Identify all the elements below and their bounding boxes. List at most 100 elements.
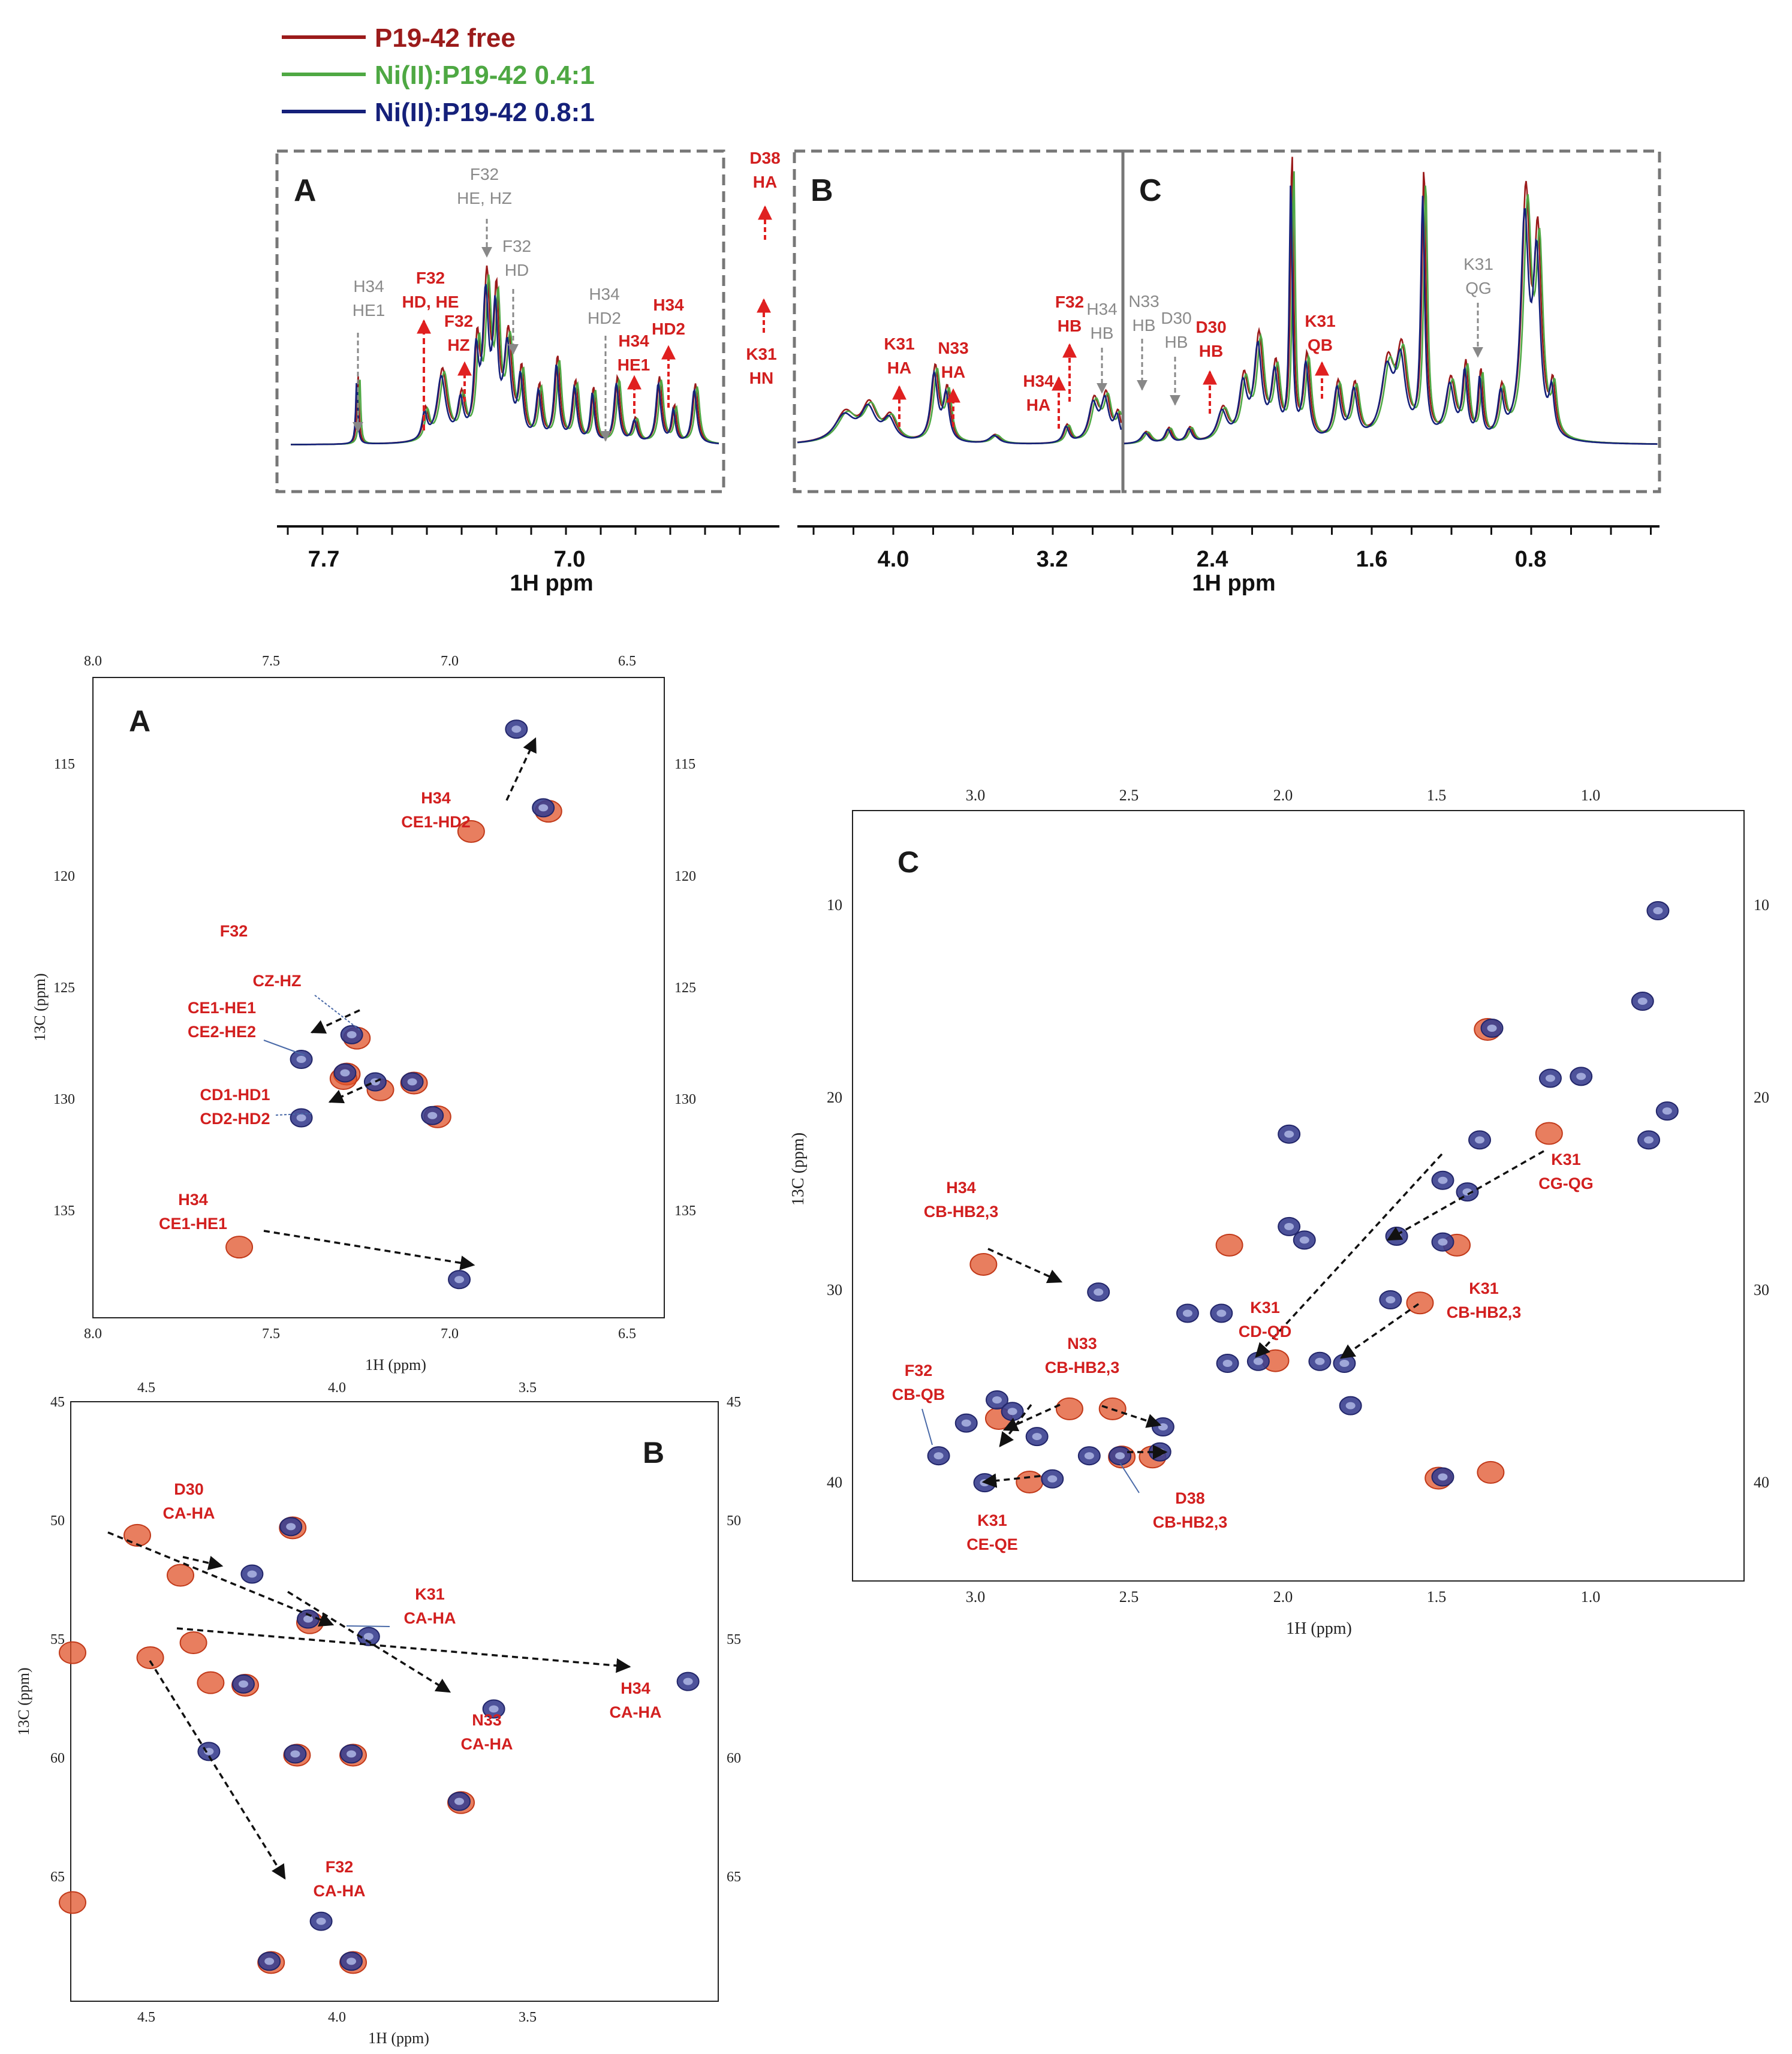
peak-bound-core: [1094, 1288, 1104, 1296]
peak-bound-core: [1084, 1452, 1094, 1460]
peak-free: [457, 820, 485, 843]
peak-bound-core: [1216, 1309, 1227, 1317]
y-tick-left: 130: [53, 1092, 75, 1107]
panel-a-arrows: [263, 737, 537, 1270]
shift-arrow: [1339, 1303, 1420, 1359]
annot-line1: H34: [353, 277, 384, 296]
label-line2: CB-HB2,3: [1153, 1513, 1228, 1531]
panel-a-label-ce: CE1-HE1 CE2-HE2: [188, 999, 256, 1041]
leader-line: [1119, 1462, 1140, 1493]
label-line2: CB-HB2,3: [1447, 1303, 1522, 1321]
label-line2: CA-HA: [163, 1504, 215, 1522]
panel-c-arrows: [921, 1150, 1544, 1493]
panel-b-peaks: [59, 1516, 700, 1974]
peak-bound-core: [992, 1396, 1002, 1404]
shift-arrow: [505, 737, 537, 801]
shift-arrow: [176, 1627, 631, 1673]
annot-line1: D30: [1195, 318, 1226, 336]
panel-a-label-h34-ce1-he1: H34 CE1-HE1: [159, 1191, 227, 1233]
peak-free: [167, 1564, 194, 1587]
annot-line1: F32: [416, 269, 445, 287]
annot-line2: HD: [505, 261, 529, 279]
legend-item-ni-0.4: Ni(II):P19-42 0.4:1: [282, 61, 595, 90]
peak-bound-core: [454, 1797, 464, 1805]
x-tick-label-0.8: 0.8: [1515, 547, 1547, 572]
panel-b-x-axis-label: 1H (ppm): [368, 2029, 429, 2047]
spectrum-trace-1: [1124, 171, 1658, 445]
peak-bound-core: [489, 1705, 499, 1713]
annot-line2: HA: [1026, 396, 1050, 414]
peak-bound-core: [1576, 1073, 1586, 1080]
x-tick-bottom: 1.5: [1427, 1588, 1447, 1606]
annot-line2: HE1: [353, 301, 385, 320]
peak-bound-core: [1299, 1236, 1309, 1244]
legend-item-free: P19-42 free: [282, 23, 516, 53]
panel-a-ticks: 8.0 7.5 7.0 6.5 8.0 7.5 7.0 6.5 115 120 …: [53, 653, 696, 1342]
peak-bound-core: [296, 1056, 306, 1064]
panel-a-x-axis-label: 1H (ppm): [365, 1356, 426, 1374]
shift-arrow: [287, 1591, 451, 1693]
label-line2: CE1-HD2: [401, 813, 471, 831]
label-line2: CE-QE: [966, 1535, 1018, 1553]
annot-h34-he1-red: H34 HE1: [618, 332, 650, 414]
y-tick-right: 40: [1754, 1474, 1769, 1491]
y-tick-left: 20: [827, 1089, 842, 1106]
panel-c-label-f32: F32 CB-QB: [892, 1362, 945, 1404]
label-line2: CA-HA: [610, 1703, 662, 1721]
spectrum-traces: [291, 156, 1658, 445]
y-tick-right: 60: [727, 1751, 741, 1766]
x-tick-top: 7.5: [262, 653, 280, 669]
x-tick-bottom: 3.0: [966, 1588, 986, 1606]
annot-line1: H34: [653, 296, 684, 314]
annot-line2: HA: [753, 173, 777, 191]
annot-line2: HD, HE: [402, 293, 459, 311]
peak-bound-core: [239, 1680, 248, 1688]
y-tick-left: 45: [50, 1395, 65, 1410]
peak-bound-core: [290, 1750, 300, 1758]
annot-h34-hd2-red: H34 HD2: [652, 296, 685, 408]
annot-line2: QG: [1465, 279, 1492, 297]
peak-bound-core: [1475, 1136, 1485, 1144]
peak-bound-core: [511, 725, 522, 733]
label-line1: N33: [472, 1711, 502, 1729]
region-b-letter: B: [811, 173, 833, 208]
panel-a-y-axis-label: 13C (ppm): [31, 973, 49, 1041]
peak-bound-core: [1438, 1473, 1448, 1481]
leader-line: [346, 1625, 390, 1627]
peak-bound-core: [407, 1078, 417, 1086]
leader-line: [263, 1040, 305, 1056]
x-tick-top: 2.5: [1119, 787, 1139, 804]
panel-a-frame: [92, 677, 665, 1318]
shift-arrow: [310, 1009, 360, 1034]
panel-b-label-d30: D30 CA-HA: [163, 1480, 215, 1522]
y-tick-left: 10: [827, 896, 842, 914]
label-line1: H34: [621, 1679, 650, 1697]
peak-bound-core: [1662, 1107, 1672, 1115]
annot-f32-hz-red: F32 HZ: [444, 312, 473, 402]
annot-line1: K31: [1463, 255, 1493, 273]
annot-line1: H34: [1086, 300, 1117, 318]
panel-a-peaks: [225, 719, 562, 1290]
peak-bound-core: [363, 1633, 374, 1640]
annot-h34-ha-red: H34 HA: [1023, 372, 1066, 429]
annot-k31-qg-grey: K31 QG: [1463, 255, 1493, 358]
annot-f32-hd-he-red: F32 HD, HE: [402, 269, 459, 430]
label-line2: CB-QB: [892, 1386, 945, 1404]
shift-arrow: [263, 1230, 475, 1270]
peak-bound-core: [1115, 1452, 1125, 1460]
label-line1: K31: [1469, 1279, 1499, 1297]
label-line1: K31: [977, 1511, 1007, 1529]
label-line2: CG-QG: [1538, 1174, 1594, 1192]
annot-line2: HB: [1091, 324, 1114, 342]
annot-line1: F32: [502, 237, 531, 255]
legend-label-ni-0.4: Ni(II):P19-42 0.4:1: [375, 61, 595, 90]
peak-bound-core: [1644, 1136, 1654, 1144]
x-tick-bottom: 4.0: [328, 2010, 346, 2025]
peak-free: [969, 1252, 998, 1276]
peak-free: [136, 1646, 164, 1669]
y-tick-left: 30: [827, 1281, 842, 1299]
label-line2: CD-QD: [1239, 1323, 1292, 1341]
y-tick-left: 135: [53, 1203, 75, 1219]
x-tick-top: 1.0: [1581, 787, 1601, 804]
